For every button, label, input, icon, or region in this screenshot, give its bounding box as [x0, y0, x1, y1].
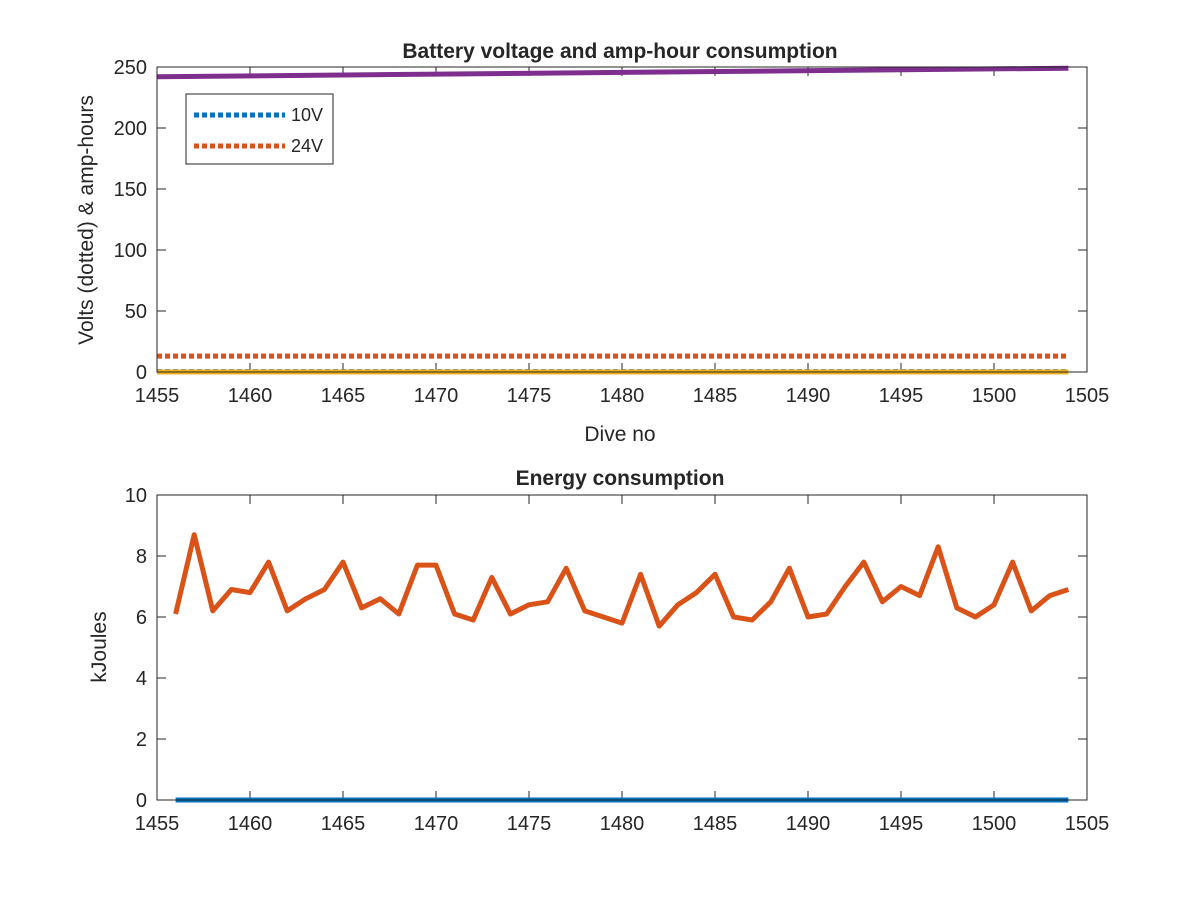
energy-y-tick-label: 10: [125, 485, 147, 507]
voltage-x-tick-label: 1475: [507, 385, 552, 407]
voltage-x-tick-label: 1495: [879, 385, 924, 407]
voltage-x-tick-label: 1460: [228, 385, 273, 407]
energy-x-tick-label: 1490: [786, 813, 831, 835]
voltage-plot-frame: [156, 66, 1088, 373]
voltage-x-tick-label: 1500: [972, 385, 1017, 407]
energy-x-tick-label: 1465: [321, 813, 366, 835]
energy-x-tick-label: 1480: [600, 813, 645, 835]
legend-24v-label: 24V: [291, 136, 323, 156]
energy-x-tick-label: 1505: [1065, 813, 1110, 835]
voltage-x-tick-label: 1465: [321, 385, 366, 407]
voltage-y-tick-label: 200: [114, 118, 147, 140]
voltage-chart-title: Battery voltage and amp-hour consumption: [402, 40, 837, 63]
energy-plot-frame: [156, 494, 1088, 801]
energy-y-tick-label: 0: [136, 790, 147, 812]
voltage-x-tick-label: 1505: [1065, 385, 1110, 407]
voltage-x-tick-label: 1490: [786, 385, 831, 407]
voltage-x-tick-label: 1485: [693, 385, 738, 407]
voltage-y-tick-label: 150: [114, 179, 147, 201]
voltage-y-tick-label: 250: [114, 57, 147, 79]
energy-x-tick-label: 1475: [507, 813, 552, 835]
energy-series-line-0: [173, 532, 1070, 629]
energy-x-tick-label: 1460: [228, 813, 273, 835]
voltage-y-tick-label: 0: [136, 362, 147, 384]
energy-x-tick-label: 1495: [879, 813, 924, 835]
voltage-y-axis-label: Volts (dotted) & amp-hours: [75, 95, 98, 345]
energy-y-tick-label: 4: [136, 668, 147, 690]
energy-ticks: 1455 1460 1465 1470 1475 1480 1485 1490 1495 1500…: [125, 485, 1110, 835]
voltage-ticks: 1455 1460 1465 1470 1475 1480 1485 1490 1495 1500…: [114, 57, 1110, 407]
legend-box: [185, 93, 334, 165]
energy-y-axis-label: kJoules: [88, 611, 111, 682]
energy-y-tick-label: 2: [136, 729, 147, 751]
energy-chart-title: Energy consumption: [516, 467, 725, 490]
voltage-x-tick-label: 1480: [600, 385, 645, 407]
energy-y-tick-label: 8: [136, 546, 147, 568]
energy-axes: Energy consumption kJoules 1455 1460 1465 1…: [88, 467, 1109, 835]
energy-x-tick-label: 1500: [972, 813, 1017, 835]
voltage-y-tick-label: 50: [125, 301, 147, 323]
energy-x-tick-label: 1485: [693, 813, 738, 835]
energy-y-tick-label: 6: [136, 607, 147, 629]
voltage-y-tick-label: 100: [114, 240, 147, 262]
voltage-axes: Battery voltage and amp-hour consumption…: [75, 40, 1109, 446]
energy-x-tick-label: 1470: [414, 813, 459, 835]
voltage-legend: 10V 24V: [185, 93, 334, 165]
voltage-x-axis-label: Dive no: [584, 423, 655, 446]
legend-10v-label: 10V: [291, 105, 323, 125]
energy-x-tick-label: 1455: [135, 813, 180, 835]
voltage-x-tick-label: 1470: [414, 385, 459, 407]
voltage-series-line-3: [156, 65, 1069, 80]
voltage-x-tick-label: 1455: [135, 385, 180, 407]
